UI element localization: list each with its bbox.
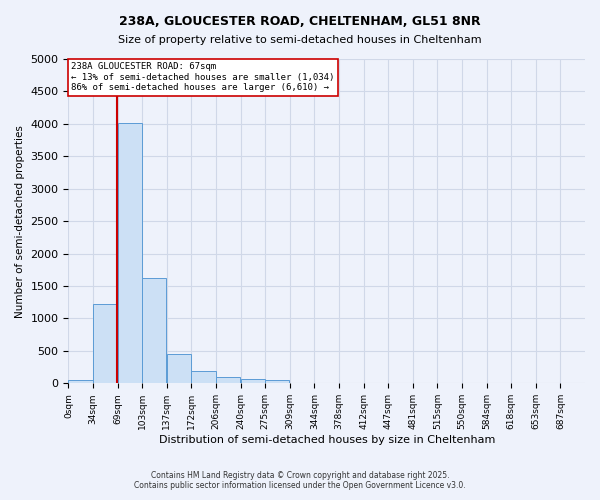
Bar [191, 372, 215, 384]
Bar [118, 122, 142, 384]
Bar [241, 380, 265, 384]
Text: 238A, GLOUCESTER ROAD, CHELTENHAM, GL51 8NR: 238A, GLOUCESTER ROAD, CHELTENHAM, GL51 … [119, 15, 481, 28]
Y-axis label: Number of semi-detached properties: Number of semi-detached properties [15, 124, 25, 318]
Bar [68, 380, 92, 384]
Text: Contains HM Land Registry data © Crown copyright and database right 2025.
Contai: Contains HM Land Registry data © Crown c… [134, 470, 466, 490]
X-axis label: Distribution of semi-detached houses by size in Cheltenham: Distribution of semi-detached houses by … [158, 435, 495, 445]
Bar [142, 278, 166, 384]
Text: Size of property relative to semi-detached houses in Cheltenham: Size of property relative to semi-detach… [118, 35, 482, 45]
Bar [216, 377, 240, 384]
Bar [93, 304, 117, 384]
Text: 238A GLOUCESTER ROAD: 67sqm
← 13% of semi-detached houses are smaller (1,034)
86: 238A GLOUCESTER ROAD: 67sqm ← 13% of sem… [71, 62, 335, 92]
Bar [265, 380, 289, 384]
Bar [167, 354, 191, 384]
